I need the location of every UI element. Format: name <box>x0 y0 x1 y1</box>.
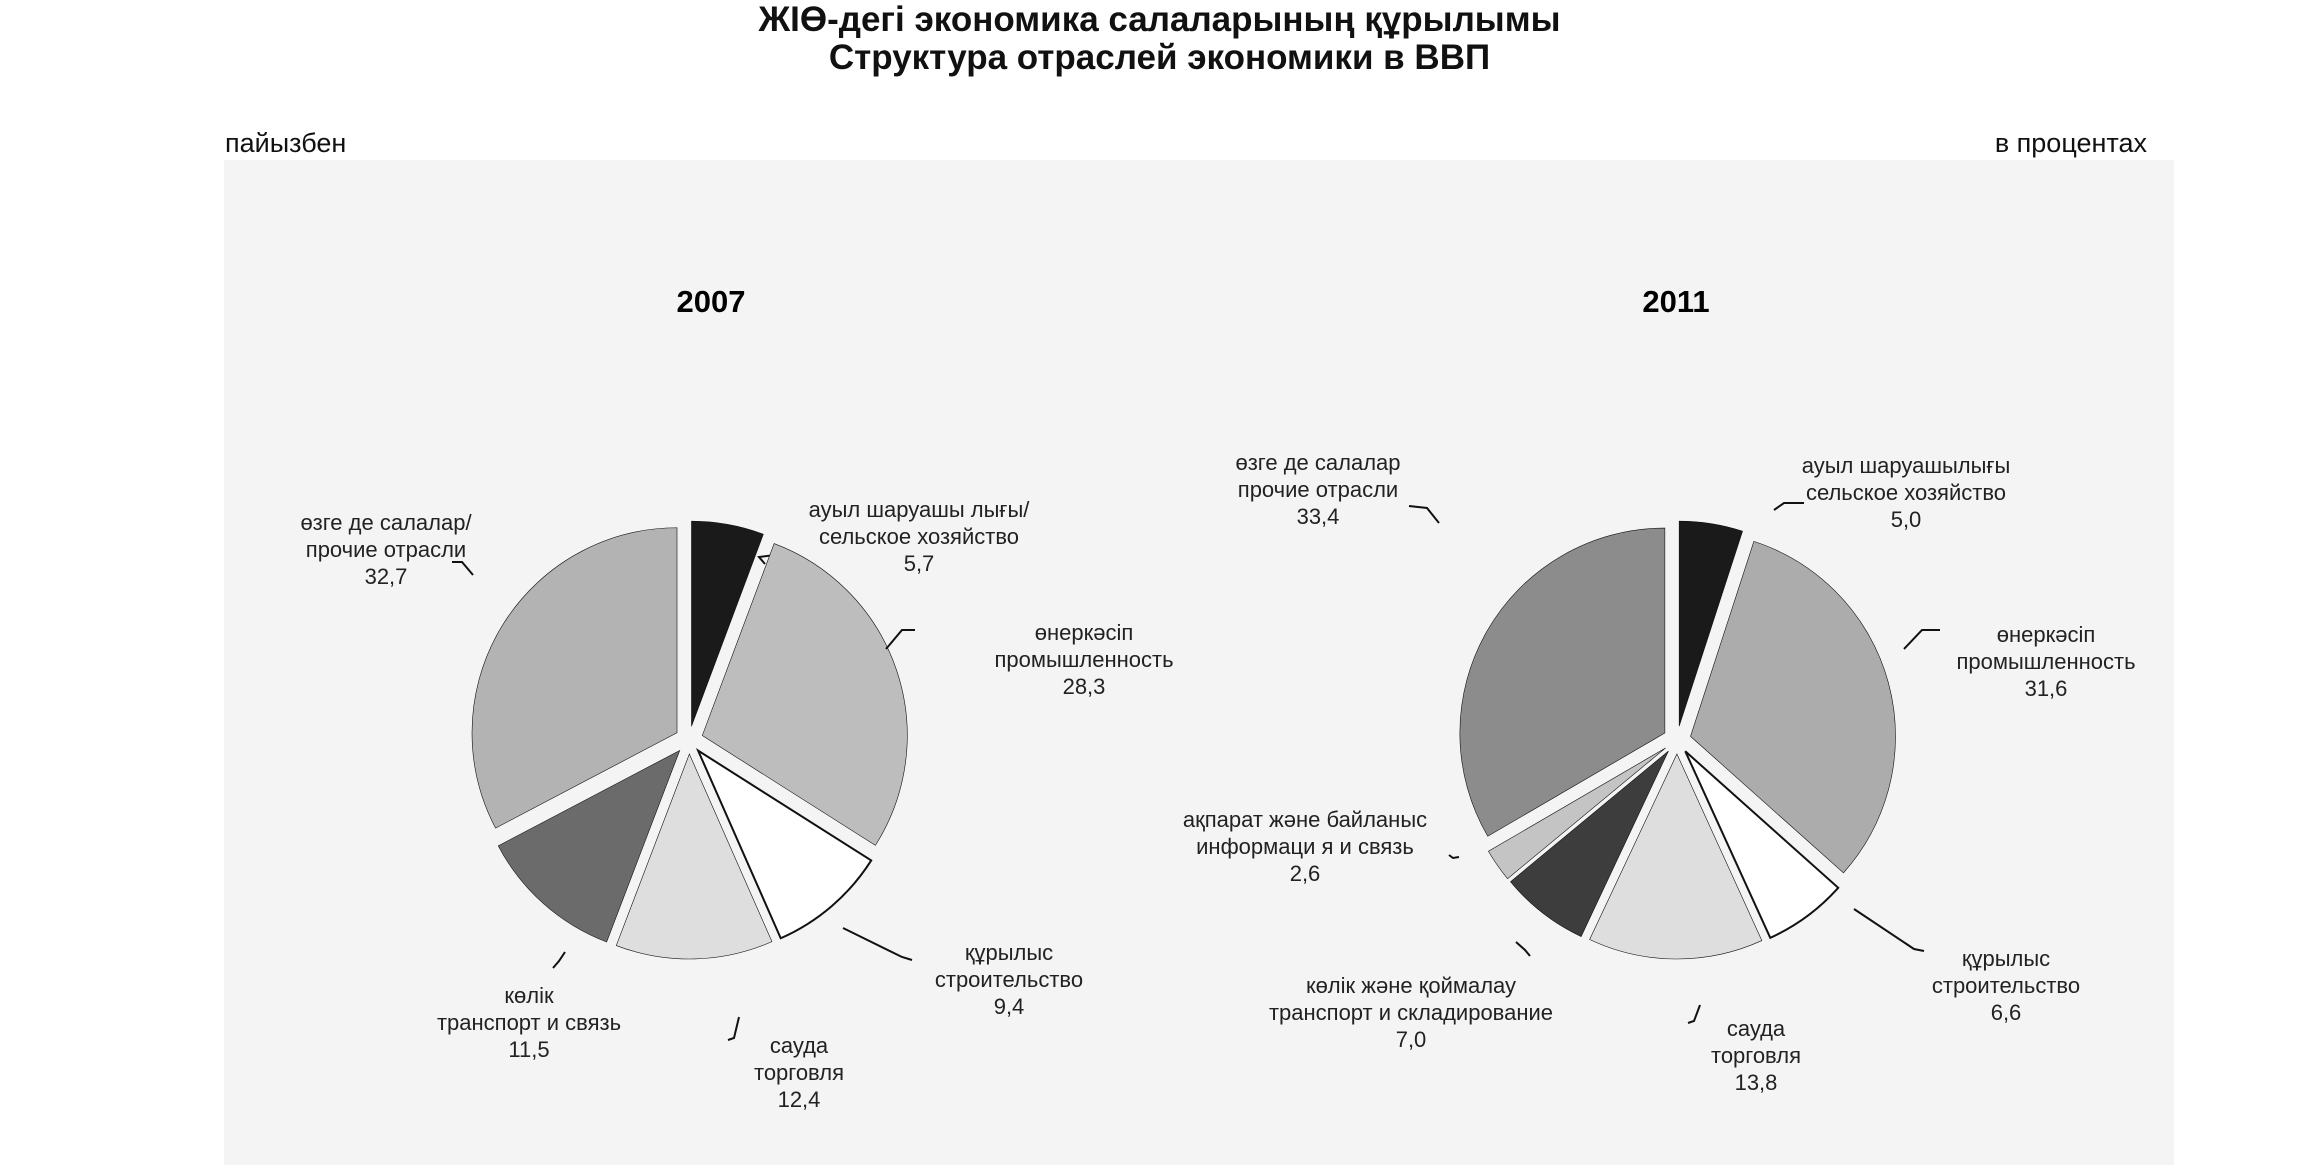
pie-2007-label-3-kz: сауда <box>770 1033 829 1058</box>
pie-2007-label-0-value: 5,7 <box>904 551 935 576</box>
pie-2011-leader-5 <box>1448 854 1460 860</box>
pie-2011-label-3-kz: сауда <box>1727 1016 1786 1041</box>
pie-2011-slice-4 <box>1510 750 1669 937</box>
unit-label-kazakh: пайызбен <box>225 128 347 158</box>
pie-2007-label-5-ru: прочие отрасли <box>306 537 466 562</box>
pie-2011-label-0-value: 5,0 <box>1891 507 1922 532</box>
pie-2011-slice-0 <box>1678 520 1743 727</box>
pie-2007-label-4-value: 11,5 <box>508 1037 549 1062</box>
pie-2011-label-5-kz: ақпарат және байланыс <box>1183 807 1427 832</box>
pie-2007-label-0-kz: ауыл шаруашы лығы/ <box>809 497 1031 522</box>
pie-2011-slice-6 <box>1459 527 1666 837</box>
pie-2011-label-0-ru: сельское хозяйство <box>1806 480 2006 505</box>
pie-2011-label-4-kz: көлік және қоймалау <box>1306 973 1516 998</box>
pie-2011-leader-0 <box>1773 502 1804 511</box>
pie-2011-label-4-value: 7,0 <box>1396 1027 1427 1052</box>
pie-2011-label-6-ru: прочие отрасли <box>1238 477 1398 502</box>
pie-2011-leader-6 <box>1408 505 1440 524</box>
pie-2011-label-2-ru: строительство <box>1932 973 2080 998</box>
pie-2007-slice-4 <box>497 749 681 943</box>
pie-2007-label-4-kz: көлік <box>504 983 554 1008</box>
pie-2011-slice-3 <box>1589 753 1763 960</box>
pie-2007-label-1-kz: өнеркәсіп <box>1035 620 1134 645</box>
pie-2011-label-6-kz: өзге де салалар <box>1235 450 1400 475</box>
pie-2011-slice-2 <box>1684 750 1840 940</box>
pie-2011-leader-4 <box>1515 941 1531 957</box>
pie-2011-label-1-ru: промышленность <box>1956 649 2135 674</box>
pie-2011-leader-2 <box>1853 908 1925 952</box>
chart-title-russian: Структура отраслей экономики в ВВП <box>828 38 1491 77</box>
chart-title-kazakh: ЖІӨ-дегі экономика салаларының құрылымы <box>758 0 1561 39</box>
chart-panel: 2007 ауыл шаруашы лығы/сельское хозяйство… <box>224 160 2174 1165</box>
pie-2007-label-1-value: 28,3 <box>1063 674 1106 699</box>
pie-2011-leader-1 <box>1903 629 1940 650</box>
pie-2011-label-0-kz: ауыл шаруашылығы <box>1802 453 2011 478</box>
pie-2007-label-3-value: 12,4 <box>778 1087 821 1112</box>
pie-2007-slice-1 <box>701 543 908 846</box>
pie-2007-leader-4 <box>552 951 566 969</box>
pie-2007-slice-2 <box>695 748 873 940</box>
pie-title-2011: 2011 <box>1642 284 1709 319</box>
pie-2007-label-4-ru: транспорт и связь <box>437 1010 621 1035</box>
pie-2007-leader-3 <box>727 1016 740 1041</box>
unit-label-russian: в процентах <box>1994 128 2147 158</box>
pie-2007-slice-5 <box>471 527 678 829</box>
pie-2007-leader-5 <box>452 561 474 576</box>
pie-2011-label-5-value: 2,6 <box>1290 861 1321 886</box>
pie-2011-label-2-value: 6,6 <box>1991 1000 2022 1025</box>
pie-2007-label-5-value: 32,7 <box>365 564 408 589</box>
pie-2011-label-6-value: 33,4 <box>1297 504 1340 529</box>
pie-2011-label-2-kz: құрылыс <box>1962 946 2050 971</box>
pie-2011-label-5-ru: информаци я и связь <box>1196 834 1414 859</box>
pie-2011-label-3-value: 13,8 <box>1735 1070 1778 1095</box>
pie-2007-label-5-kz: өзге де салалар/ <box>300 510 472 535</box>
pie-2007-label-0-ru: сельское хозяйство <box>819 524 1019 549</box>
pie-charts: 2007 ауыл шаруашы лығы/сельское хозяйство… <box>300 284 2135 1112</box>
pie-2011-slice-5 <box>1488 747 1666 880</box>
pie-2011-slice-1 <box>1690 541 1896 874</box>
pie-2007-label-3-ru: торговля <box>754 1060 844 1085</box>
pie-2007-label-1-ru: промышленность <box>994 647 1173 672</box>
pie-2007-label-2-ru: строительство <box>935 967 1083 992</box>
pie-2007-leader-2 <box>842 927 913 961</box>
pie-2007-label-2-value: 9,4 <box>994 994 1025 1019</box>
pie-2011-label-1-kz: өнеркәсіп <box>1997 622 2096 647</box>
pie-2007-slice-0 <box>691 520 764 727</box>
pie-2007-leader-1 <box>885 629 915 650</box>
pie-title-2007: 2007 <box>677 284 746 319</box>
pie-2011-label-1-value: 31,6 <box>2025 676 2068 701</box>
pie-2011-label-4-ru: транспорт и складирование <box>1269 1000 1553 1025</box>
pie-2011-label-3-ru: торговля <box>1711 1043 1801 1068</box>
pie-2011-leader-3 <box>1687 1004 1701 1024</box>
pie-2007-label-2-kz: құрылыс <box>965 940 1053 965</box>
pie-2007-slice-3 <box>615 753 773 960</box>
